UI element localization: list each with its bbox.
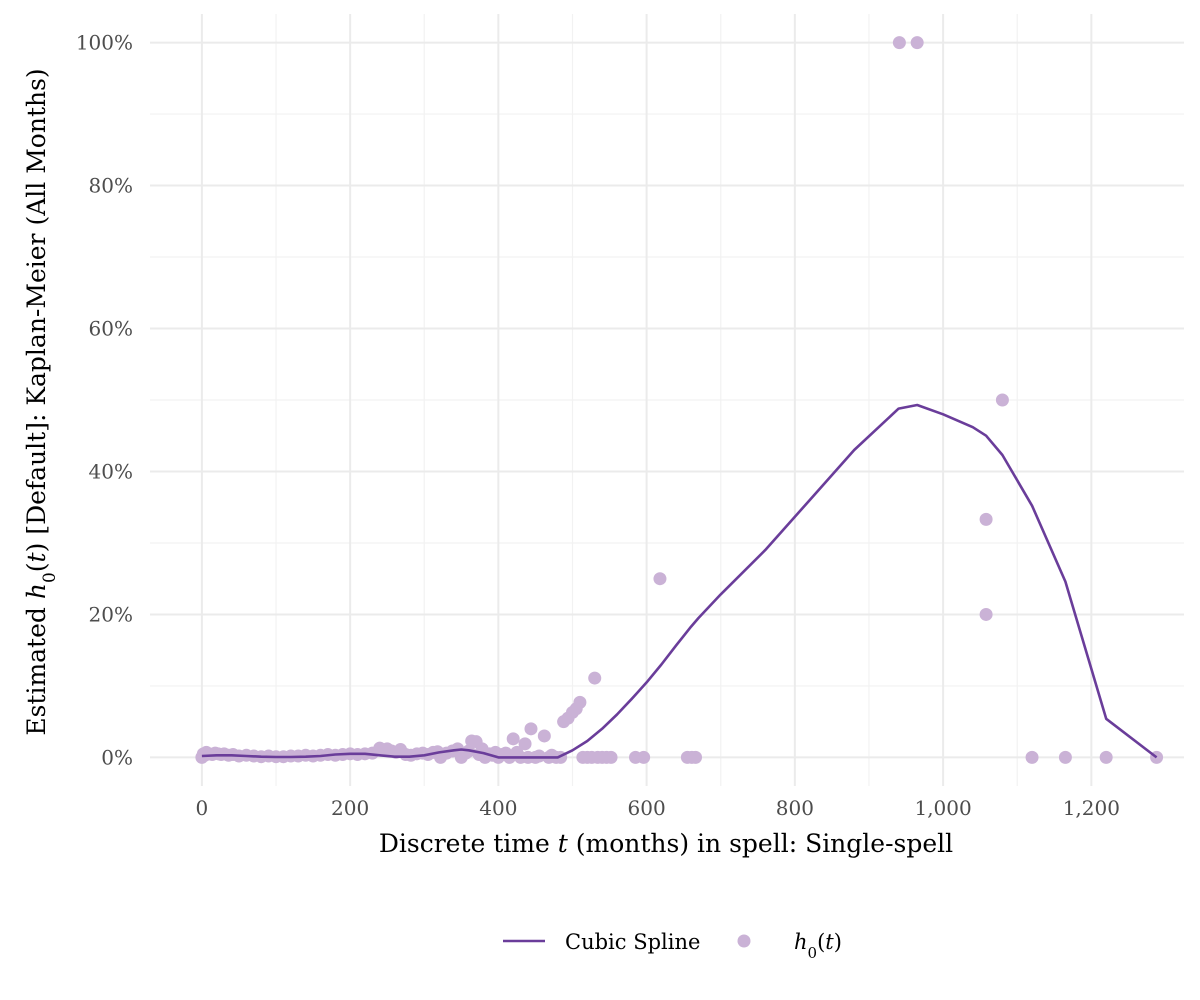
x-tick-label: 1,000 [914,796,971,820]
y-tick-label: 0% [101,745,133,769]
legend-point-label: h0(t) [794,930,842,962]
hazard-point [537,729,551,743]
hazard-point [995,393,1009,407]
hazard-point [653,572,667,586]
y-tick-labels: 0% 20% 40% 60% 80% 100% [76,31,133,770]
hazard-point [979,607,993,621]
y-axis-title: Estimated h0(t) [Default]: Kaplan-Meier … [22,68,60,735]
hazard-point [910,36,924,50]
hazard-point [588,671,602,685]
hazard-point [1058,750,1072,764]
hazard-point [637,750,651,764]
x-tick-labels: 0 200 400 600 800 1,000 1,200 [196,796,1120,820]
x-tick-label: 0 [196,796,209,820]
legend: Cubic Spline h0(t) [503,930,842,962]
x-axis-title: Discrete time t (months) in spell: Singl… [379,829,953,858]
minor-gridlines [150,14,1184,786]
x-tick-label: 800 [776,796,814,820]
hazard-point [979,512,993,526]
hazard-point [1099,750,1113,764]
y-tick-label: 100% [76,31,133,55]
y-tick-label: 60% [89,317,133,341]
hazard-point [524,722,538,736]
hazard-point [604,750,618,764]
hazard-point [689,750,703,764]
legend-point-key [737,934,751,948]
spline-line [201,403,1158,759]
x-tick-label: 400 [479,796,517,820]
hazard-point [573,695,587,709]
hazard-point [518,737,532,751]
major-gridlines [150,14,1184,786]
hazard-point [892,36,906,50]
y-tick-label: 40% [89,459,133,483]
hazard-point [506,732,520,746]
legend-line-label: Cubic Spline [565,930,700,954]
x-tick-label: 600 [628,796,666,820]
x-tick-label: 200 [331,796,369,820]
hazard-point [532,749,546,763]
y-tick-label: 20% [89,602,133,626]
x-tick-label: 1,200 [1063,796,1120,820]
y-tick-label: 80% [89,174,133,198]
hazard-point [1025,750,1039,764]
cubic-spline-line [201,403,1158,759]
